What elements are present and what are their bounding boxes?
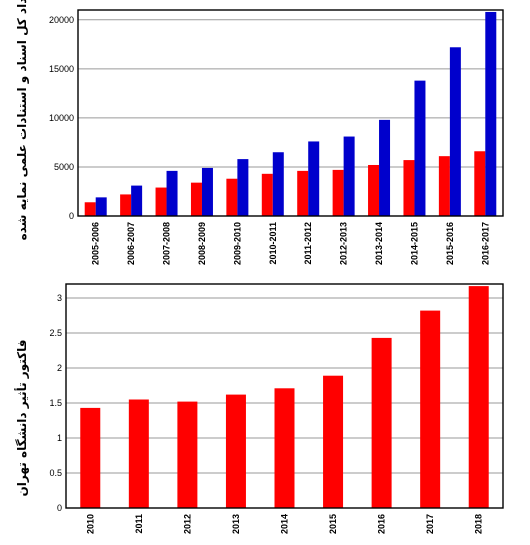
plot-frame (65, 283, 504, 509)
x-tick-label: 2015-2016 (445, 222, 455, 265)
bar (420, 310, 441, 508)
bar (343, 136, 355, 216)
bar (414, 80, 426, 216)
x-tick-label: 2011-2012 (303, 222, 313, 265)
bar (371, 337, 392, 508)
x-tick-label: 2015 (328, 514, 338, 534)
x-tick-label: 2014-2015 (409, 222, 419, 265)
y-tick-label: 3 (57, 293, 62, 303)
y-tick-label: 10000 (49, 113, 74, 123)
plot-frame (77, 9, 504, 217)
bar (438, 156, 450, 216)
bar (190, 182, 202, 216)
bar (368, 164, 380, 216)
bar (166, 170, 178, 216)
x-tick-label: 2013 (231, 514, 241, 534)
bar (485, 11, 497, 217)
x-tick-label: 2011 (134, 514, 144, 534)
y-axis-label: فاکتور تأثیر دانشگاه تهران (14, 340, 30, 497)
x-tick-label: 2008-2009 (197, 222, 207, 265)
bar (379, 119, 391, 216)
x-tick-label: 2005-2006 (91, 222, 101, 265)
x-tick-label: 2016 (377, 514, 387, 534)
bar (468, 286, 489, 508)
bar (95, 197, 107, 216)
bar (332, 169, 344, 216)
bar (272, 152, 284, 216)
bar (201, 167, 213, 216)
x-tick-label: 2010 (85, 514, 95, 534)
bar (177, 401, 198, 508)
x-tick-label: 2012 (182, 514, 192, 534)
y-tick-label: 2.5 (49, 328, 62, 338)
bar (274, 388, 295, 508)
y-tick-label: 5000 (54, 162, 74, 172)
bar (474, 151, 486, 216)
y-tick-label: 2 (57, 363, 62, 373)
bar (84, 202, 96, 216)
chart-impact-factor: فاکتور تأثیر دانشگاه تهران 0 0.5 1 1.5 2 2.5 3… (14, 283, 504, 534)
y-tick-label: 20000 (49, 15, 74, 25)
bar (226, 178, 238, 216)
x-tick-label: 2014 (280, 514, 290, 534)
y-tick-label: 15000 (49, 64, 74, 74)
bar (120, 194, 132, 216)
y-axis-label: تعداد کل اسناد و استنادات علمی نمایه شده (15, 0, 30, 240)
x-tick-label: 2016-2017 (480, 222, 490, 265)
x-tick-label: 2017 (425, 514, 435, 534)
y-tick-label: 0 (57, 503, 62, 513)
bar (237, 159, 249, 216)
x-tick-label: 2006-2007 (126, 222, 136, 265)
bar (131, 185, 143, 216)
bar (403, 160, 415, 216)
bar (128, 399, 149, 508)
bar (449, 47, 461, 217)
x-tick-label: 2012-2013 (339, 222, 349, 265)
y-tick-label: 0 (69, 211, 74, 221)
bar (80, 407, 101, 508)
bar (323, 375, 344, 508)
x-tick-label: 2010-2011 (268, 222, 278, 265)
bar (155, 187, 167, 216)
y-tick-label: 0.5 (49, 468, 62, 478)
x-tick-label: 2018 (474, 514, 484, 534)
y-tick-label: 1.5 (49, 398, 62, 408)
bar (308, 141, 320, 216)
bar (261, 173, 273, 216)
y-tick-label: 1 (57, 433, 62, 443)
bar (297, 170, 309, 216)
x-tick-label: 2007-2008 (162, 222, 172, 265)
bar (225, 394, 246, 508)
chart-document-citations: تعداد کل اسناد و استنادات علمی نمایه شده… (15, 0, 504, 265)
x-tick-label: 2009-2010 (232, 222, 242, 265)
x-tick-label: 2013-2014 (374, 222, 384, 265)
